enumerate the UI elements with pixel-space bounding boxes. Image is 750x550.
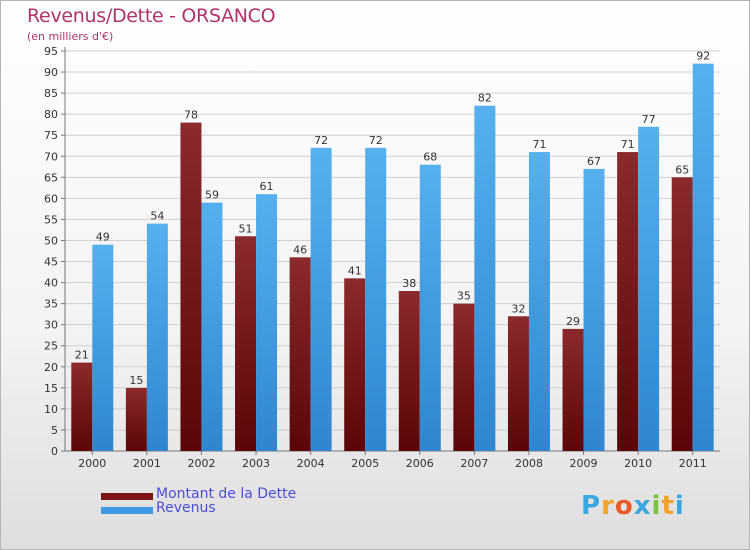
x-tick-label: 2005 [351, 457, 379, 470]
data-label-dette: 29 [566, 315, 580, 328]
data-label-dette: 51 [239, 222, 253, 235]
x-tick-label: 2009 [570, 457, 598, 470]
logo-letter: i [651, 491, 662, 521]
y-tick-label: 10 [44, 403, 58, 416]
x-tick-label: 2008 [515, 457, 543, 470]
bar-revenus [692, 63, 714, 451]
y-tick-label: 50 [44, 234, 58, 247]
y-tick-label: 45 [44, 256, 58, 269]
data-label-revenus: 54 [150, 210, 164, 223]
logo-letter: o [614, 491, 634, 521]
y-tick-label: 70 [44, 150, 58, 163]
y-tick-label: 35 [44, 298, 58, 311]
proxiti-logo: Proxiti [581, 491, 685, 521]
x-tick-label: 2011 [679, 457, 707, 470]
y-tick-label: 15 [44, 382, 58, 395]
data-label-revenus: 82 [478, 92, 492, 105]
data-label-dette: 38 [402, 277, 416, 290]
data-label-dette: 32 [511, 302, 525, 315]
y-tick-label: 80 [44, 108, 58, 121]
bar-revenus [256, 194, 278, 451]
data-label-dette: 71 [621, 138, 635, 151]
logo-letter: i [674, 491, 685, 521]
bar-revenus [528, 152, 550, 452]
data-label-dette: 46 [293, 243, 307, 256]
bar-dette [235, 236, 257, 451]
bar-revenus [310, 147, 332, 451]
bar-dette [344, 278, 366, 451]
bar-revenus [365, 147, 387, 451]
bar-dette [125, 387, 147, 451]
legend-label-revenus: Revenus [156, 500, 216, 516]
y-tick-label: 55 [44, 213, 58, 226]
x-tick-label: 2007 [460, 457, 488, 470]
legend-swatch-revenus [101, 507, 153, 514]
data-label-revenus: 72 [314, 134, 328, 147]
data-label-revenus: 77 [642, 113, 656, 126]
data-label-revenus: 67 [587, 155, 601, 168]
x-tick-label: 2010 [624, 457, 652, 470]
y-tick-label: 5 [51, 424, 58, 437]
data-label-revenus: 68 [423, 151, 437, 164]
y-tick-label: 60 [44, 192, 58, 205]
bar-revenus [419, 164, 441, 451]
bar-revenus [638, 126, 660, 451]
data-label-dette: 41 [348, 264, 362, 277]
bar-dette [180, 122, 202, 451]
bar-dette [453, 303, 475, 451]
y-tick-label: 65 [44, 171, 58, 184]
logo-letter: P [581, 491, 602, 521]
x-tick-label: 2006 [406, 457, 434, 470]
data-label-revenus: 49 [96, 231, 110, 244]
data-label-dette: 15 [129, 374, 143, 387]
x-tick-label: 2004 [297, 457, 325, 470]
x-tick-label: 2000 [78, 457, 106, 470]
logo-letter: r [601, 491, 615, 521]
bar-dette [617, 152, 639, 452]
y-tick-label: 0 [51, 445, 58, 458]
bar-revenus [92, 244, 114, 451]
data-label-revenus: 92 [696, 50, 710, 63]
x-tick-label: 2002 [187, 457, 215, 470]
y-tick-label: 90 [44, 66, 58, 79]
chart-title: Revenus/Dette - ORSANCO [27, 5, 276, 27]
data-label-dette: 78 [184, 109, 198, 122]
data-label-revenus: 72 [369, 134, 383, 147]
bar-revenus [146, 223, 168, 451]
data-label-dette: 21 [75, 349, 89, 362]
y-tick-label: 95 [44, 45, 58, 58]
bar-dette [671, 177, 693, 451]
bar-dette [71, 362, 93, 451]
bar-revenus [201, 202, 223, 451]
bar-revenus [583, 168, 605, 452]
bar-dette [562, 328, 584, 451]
bar-dette [398, 291, 420, 451]
data-label-revenus: 61 [260, 180, 274, 193]
y-tick-label: 30 [44, 319, 58, 332]
y-tick-label: 20 [44, 361, 58, 374]
legend-label-dette: Montant de la Dette [156, 486, 297, 502]
logo-letter: x [633, 491, 652, 521]
x-tick-label: 2001 [133, 457, 161, 470]
bar-dette [507, 316, 529, 451]
x-tick-label: 2003 [242, 457, 270, 470]
legend-swatch-dette [101, 493, 153, 500]
data-label-revenus: 71 [532, 138, 546, 151]
y-tick-label: 25 [44, 340, 58, 353]
data-label-dette: 35 [457, 290, 471, 303]
data-label-revenus: 59 [205, 189, 219, 202]
y-tick-label: 75 [44, 129, 58, 142]
y-tick-label: 85 [44, 87, 58, 100]
data-label-dette: 65 [675, 163, 689, 176]
bar-dette [289, 257, 311, 451]
chart-subtitle: (en milliers d'€) [27, 30, 114, 43]
logo-letter: t [661, 491, 675, 521]
y-tick-label: 40 [44, 277, 58, 290]
bar-revenus [474, 105, 496, 451]
